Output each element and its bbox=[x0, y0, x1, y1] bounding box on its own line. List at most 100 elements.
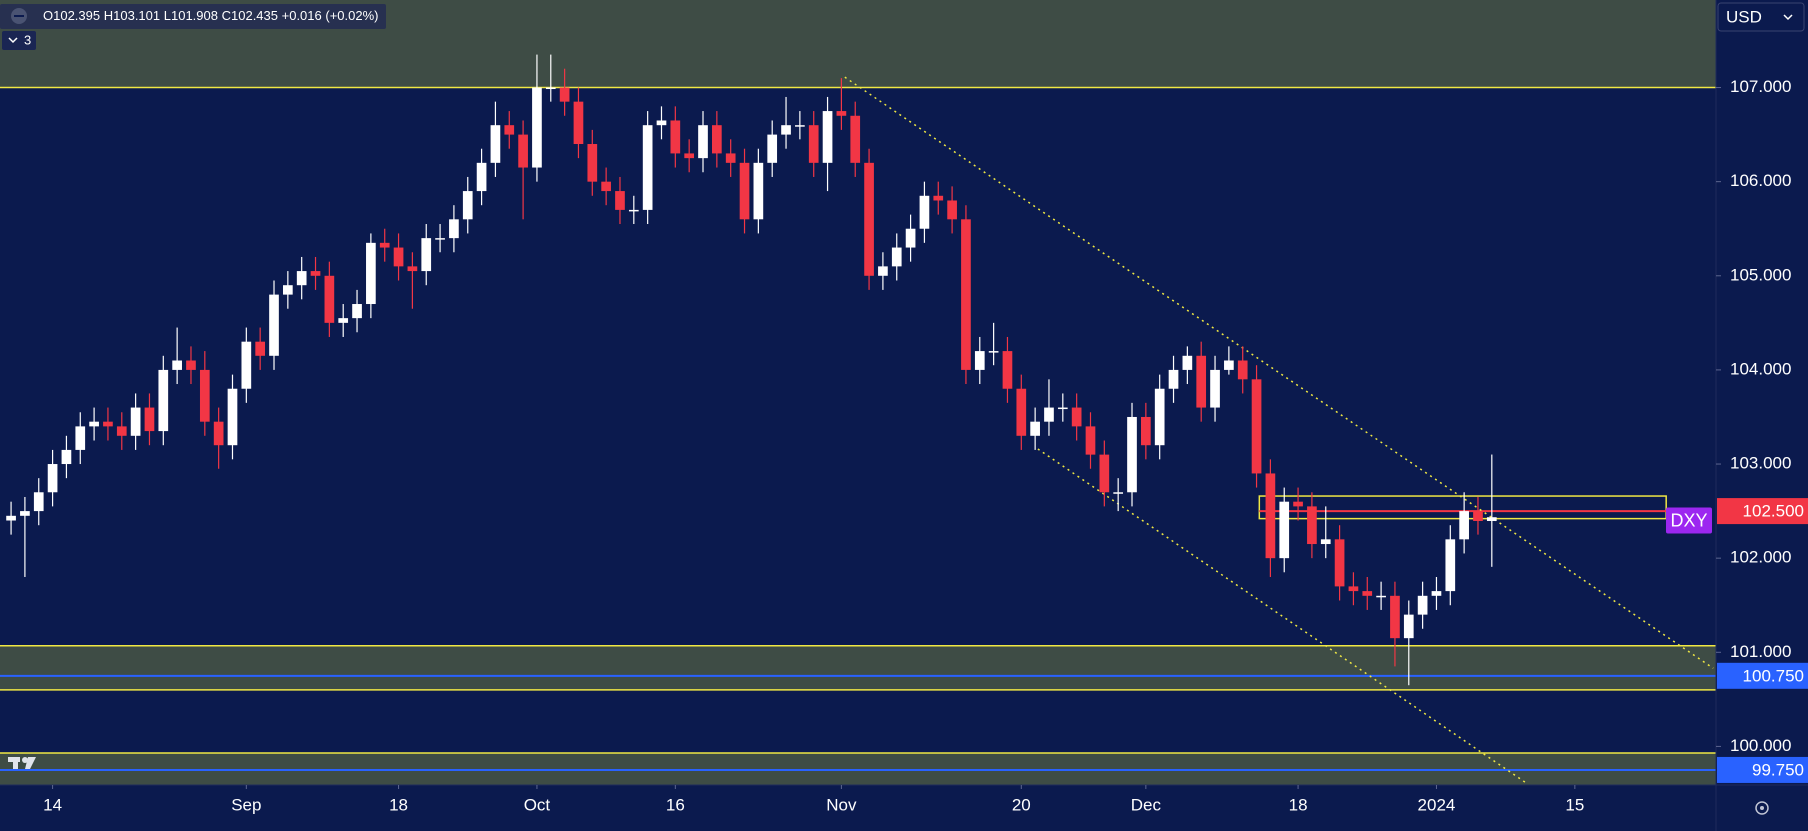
gear-icon[interactable] bbox=[1755, 801, 1769, 815]
symbol-tag-label: DXY bbox=[1670, 510, 1707, 530]
axes: 100.000 101.000 102.000 103.000 104.000 105.0… bbox=[43, 77, 1808, 814]
plot-area: DXY bbox=[0, 0, 1716, 785]
candle-body bbox=[1196, 355, 1207, 408]
candle-body bbox=[1030, 421, 1040, 436]
x-tick-label: 18 bbox=[389, 795, 408, 814]
indicator-toggle[interactable] bbox=[2, 31, 36, 50]
currency-button[interactable]: USD bbox=[1717, 2, 1805, 32]
candle-body bbox=[545, 87, 556, 90]
candle-body bbox=[670, 120, 681, 154]
y-tick-label: 100.000 bbox=[1730, 736, 1791, 755]
candle-body bbox=[601, 181, 611, 192]
candle-body bbox=[393, 247, 404, 267]
candle-body bbox=[213, 421, 224, 446]
candle-body bbox=[407, 266, 418, 272]
candle-body bbox=[1362, 591, 1373, 596]
candle-body bbox=[1320, 539, 1331, 545]
candle-body bbox=[573, 101, 584, 145]
candle-body bbox=[753, 162, 764, 220]
candle-body bbox=[1141, 416, 1151, 446]
candle-body bbox=[1044, 407, 1054, 422]
x-tick-label: 15 bbox=[1565, 795, 1584, 814]
candle-body bbox=[462, 191, 473, 220]
candle-body bbox=[864, 162, 874, 276]
candle-body bbox=[1293, 501, 1303, 507]
ohlc-value: H103.101 bbox=[104, 8, 160, 23]
zone bbox=[0, 645, 1716, 690]
settings-button[interactable] bbox=[1755, 801, 1769, 815]
candle-body bbox=[1486, 517, 1497, 521]
y-tick-label: 102.000 bbox=[1730, 548, 1791, 567]
candle-body bbox=[172, 360, 182, 370]
candle-body bbox=[1348, 586, 1359, 592]
candle-body bbox=[1473, 511, 1483, 521]
candle-body bbox=[449, 219, 459, 239]
candle-body bbox=[1085, 426, 1096, 455]
y-tick-label: 103.000 bbox=[1730, 454, 1791, 473]
candle-body bbox=[324, 275, 335, 323]
candle-body bbox=[352, 304, 362, 319]
candle-body bbox=[1431, 591, 1442, 596]
candle-body bbox=[587, 144, 598, 182]
y-tick-label: 101.000 bbox=[1730, 642, 1791, 661]
price-tag bbox=[1717, 662, 1808, 689]
candle-body bbox=[1376, 595, 1386, 598]
candle-body bbox=[1127, 416, 1137, 493]
candle-body bbox=[933, 195, 944, 201]
candle-body bbox=[130, 407, 141, 436]
price-tag bbox=[1717, 756, 1808, 783]
candle-body bbox=[116, 426, 127, 436]
candle-body bbox=[961, 219, 971, 370]
indicator-count: 3 bbox=[24, 32, 31, 47]
logo-part bbox=[25, 757, 36, 769]
candle-body bbox=[1182, 355, 1193, 370]
candle-body bbox=[490, 125, 501, 163]
candle-body bbox=[628, 209, 639, 212]
candle-body bbox=[698, 125, 708, 159]
candle-body bbox=[1417, 595, 1428, 615]
candle-body bbox=[974, 351, 985, 370]
x-tick-label: Sep bbox=[231, 795, 261, 814]
candle-body bbox=[836, 111, 847, 116]
currency-box[interactable] bbox=[1717, 2, 1805, 32]
candle-body bbox=[255, 341, 266, 356]
ohlc-value: C102.435 bbox=[222, 8, 278, 23]
candle-body bbox=[988, 351, 999, 353]
legend-icon-bar bbox=[14, 15, 24, 17]
candle-body bbox=[310, 271, 321, 276]
candle-body bbox=[1265, 473, 1276, 559]
logo-part bbox=[22, 757, 28, 763]
price-tag bbox=[1717, 498, 1808, 525]
candle-body bbox=[795, 125, 805, 127]
symbol-tag bbox=[1666, 507, 1712, 534]
x-tick-label: Nov bbox=[826, 795, 857, 814]
candle-body bbox=[1057, 407, 1068, 410]
candle-body bbox=[808, 125, 819, 163]
candle-body bbox=[1002, 351, 1013, 389]
candle-body bbox=[1445, 539, 1456, 592]
candle-body bbox=[504, 125, 515, 135]
candle-body bbox=[296, 271, 307, 286]
y-tick-label: 104.000 bbox=[1730, 359, 1791, 378]
y-tick-label: 107.000 bbox=[1730, 77, 1791, 96]
change-value: +0.016 (+0.02%) bbox=[282, 8, 379, 23]
candle-body bbox=[919, 195, 930, 229]
candle-body bbox=[1168, 369, 1179, 389]
candle-body bbox=[947, 200, 957, 220]
candle-body bbox=[1237, 360, 1248, 380]
candle-body bbox=[158, 369, 169, 432]
candle-body bbox=[227, 388, 238, 446]
candle-body bbox=[6, 515, 16, 521]
candle-body bbox=[366, 242, 376, 305]
currency-label: USD bbox=[1726, 7, 1762, 26]
candle-body bbox=[1210, 369, 1220, 408]
ohlc-value: L101.908 bbox=[164, 8, 218, 23]
x-tick-label: 20 bbox=[1012, 795, 1031, 814]
chevron-icon bbox=[8, 37, 18, 44]
candle-body bbox=[559, 87, 570, 102]
x-tick-label: Oct bbox=[524, 795, 551, 814]
candle-body bbox=[891, 247, 902, 267]
